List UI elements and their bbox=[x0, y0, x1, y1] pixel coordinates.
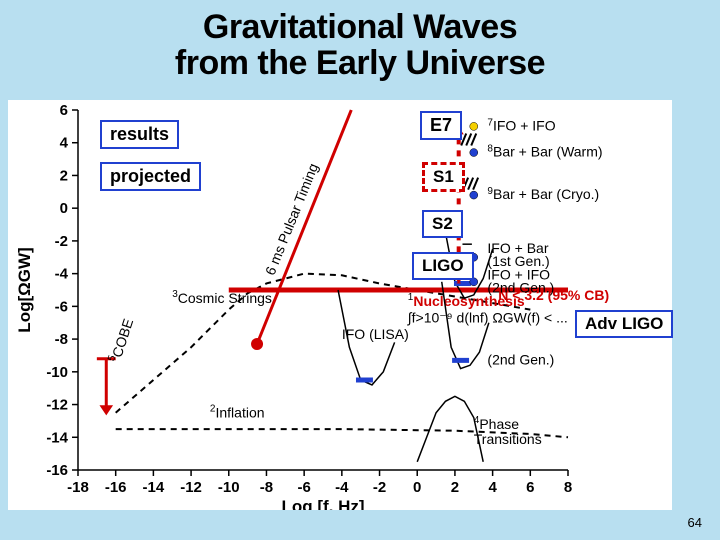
svg-text:-10: -10 bbox=[46, 364, 68, 381]
svg-text:Log[ΩGW]: Log[ΩGW] bbox=[15, 247, 34, 332]
label-ligo: LIGO bbox=[412, 252, 474, 280]
slide-title: Gravitational Waves from the Early Unive… bbox=[0, 0, 720, 81]
svg-text:Log [f, Hz]: Log [f, Hz] bbox=[281, 497, 364, 510]
svg-text:-8: -8 bbox=[260, 479, 273, 496]
svg-text:-16: -16 bbox=[105, 479, 127, 496]
svg-text:-4: -4 bbox=[55, 266, 69, 283]
svg-text:0: 0 bbox=[60, 200, 68, 217]
svg-text:-10: -10 bbox=[218, 479, 240, 496]
svg-text:-4: -4 bbox=[335, 479, 349, 496]
svg-text:IFO (LISA): IFO (LISA) bbox=[342, 326, 409, 342]
svg-text:-6: -6 bbox=[297, 479, 310, 496]
svg-text:Transitions: Transitions bbox=[474, 431, 542, 447]
svg-text:2: 2 bbox=[60, 167, 68, 184]
svg-text:2: 2 bbox=[451, 479, 459, 496]
svg-text:8Bar + Bar (Warm): 8Bar + Bar (Warm) bbox=[487, 144, 602, 160]
svg-text:-8: -8 bbox=[55, 331, 68, 348]
svg-text:5COBE: 5COBE bbox=[106, 316, 136, 364]
svg-text:-16: -16 bbox=[46, 462, 68, 479]
label-s1: S1 bbox=[422, 162, 465, 192]
svg-text:-12: -12 bbox=[180, 479, 202, 496]
label-results: results bbox=[100, 120, 179, 149]
svg-text:4Phase: 4Phase bbox=[474, 415, 519, 432]
svg-text:-14: -14 bbox=[143, 479, 165, 496]
svg-text:8: 8 bbox=[564, 479, 572, 496]
svg-text:∫f>10⁻⁹ d(lnf) ΩGW(f) < ...: ∫f>10⁻⁹ d(lnf) ΩGW(f) < ... bbox=[407, 310, 568, 326]
svg-text:9Bar + Bar (Cryo.): 9Bar + Bar (Cryo.) bbox=[487, 186, 599, 202]
svg-text:4: 4 bbox=[60, 135, 69, 152]
svg-text:-6: -6 bbox=[55, 298, 68, 315]
label-projected: projected bbox=[100, 162, 201, 191]
svg-text:-12: -12 bbox=[46, 397, 68, 414]
svg-text:0: 0 bbox=[413, 479, 421, 496]
svg-text:2Inflation: 2Inflation bbox=[210, 404, 265, 421]
svg-text:-2: -2 bbox=[373, 479, 386, 496]
svg-text:4: 4 bbox=[488, 479, 497, 496]
svg-text:7IFO + IFO: 7IFO + IFO bbox=[487, 117, 555, 133]
title-line2: from the Early Universe bbox=[0, 46, 720, 82]
svg-text:6: 6 bbox=[526, 479, 534, 496]
label-e7: E7 bbox=[420, 111, 462, 140]
svg-text:-2: -2 bbox=[55, 233, 68, 250]
label-adv-ligo: Adv LIGO bbox=[575, 310, 673, 338]
label-s2: S2 bbox=[422, 210, 463, 238]
svg-text:6: 6 bbox=[60, 102, 68, 119]
svg-text:(2nd Gen.): (2nd Gen.) bbox=[487, 279, 554, 295]
page-number: 64 bbox=[688, 515, 702, 530]
svg-text:-14: -14 bbox=[46, 429, 68, 446]
title-line1: Gravitational Waves bbox=[0, 10, 720, 46]
svg-text:(2nd Gen.): (2nd Gen.) bbox=[487, 351, 554, 367]
svg-text:-18: -18 bbox=[67, 479, 89, 496]
